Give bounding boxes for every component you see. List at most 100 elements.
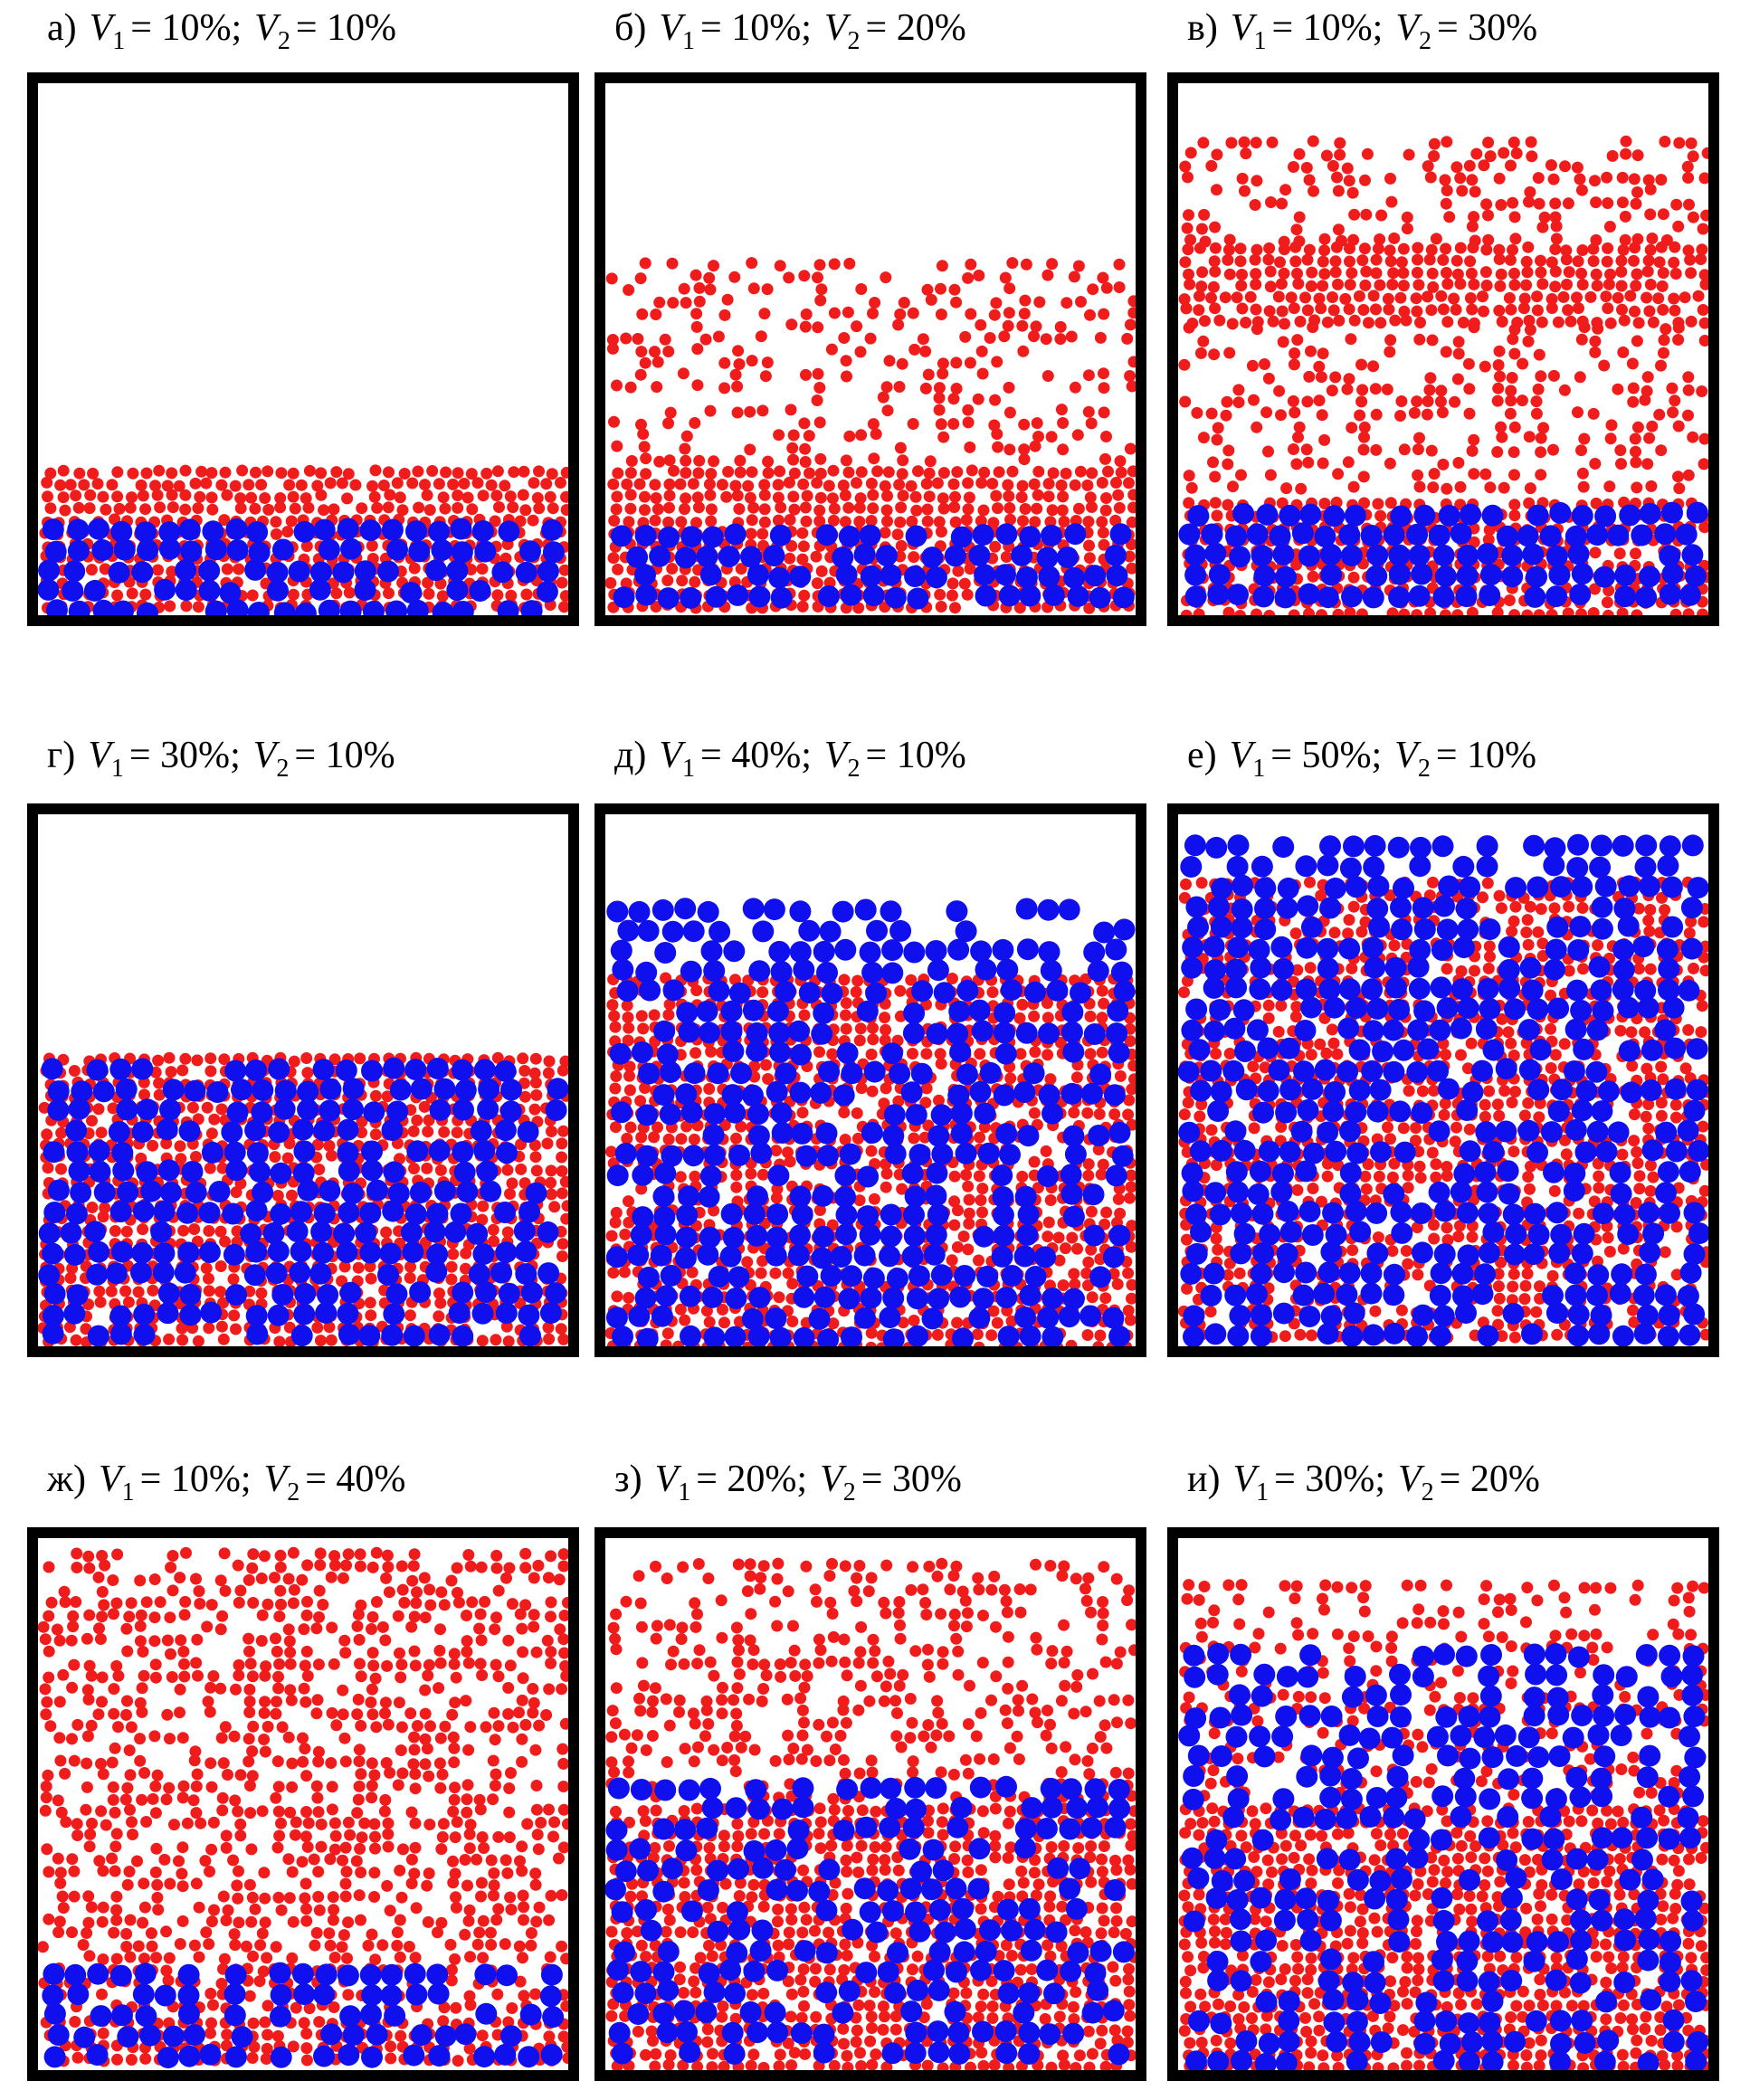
large-particle [494,1202,516,1223]
small-particle [1246,359,1259,372]
small-particle [301,1067,314,1079]
small-particle [1395,395,1408,407]
large-particle [926,1162,948,1184]
small-particle [908,343,921,356]
small-particle [440,466,452,479]
large-particle [766,1080,788,1103]
small-particle [214,1286,227,1298]
small-particle [1266,136,1279,148]
small-particle [1211,433,1223,446]
large-particle [63,560,86,583]
small-particle [1181,222,1194,234]
small-particle [772,479,785,491]
small-particle [1227,480,1239,493]
large-particle [1013,1081,1036,1104]
large-particle [42,518,64,541]
large-particle [1569,584,1592,605]
small-particle [120,1225,133,1238]
small-particle [811,477,823,489]
small-particle [1193,608,1205,615]
small-particle [465,564,477,575]
small-particle [1219,291,1232,304]
large-particle [722,1226,745,1249]
small-particle [236,464,249,477]
small-particle [625,455,638,467]
small-particle [70,1334,82,1346]
large-particle [1019,584,1041,607]
small-particle [1602,242,1614,254]
large-particle [841,1265,862,1288]
large-particle [84,1221,106,1243]
small-particle [154,501,166,514]
small-particle [273,1335,286,1346]
small-particle [556,1238,568,1250]
small-particle [962,1180,975,1193]
large-particle [955,920,977,943]
small-particle [1003,381,1015,394]
small-particle [937,357,949,370]
large-particle [835,564,858,586]
large-particle [1067,584,1089,607]
large-particle [617,919,640,942]
small-particle [1547,443,1559,456]
large-particle [741,1307,764,1330]
small-particle [1054,320,1067,333]
large-particle [832,900,854,923]
small-particle [262,503,275,516]
small-particle [1578,432,1591,445]
small-particle [255,1287,268,1299]
large-particle [338,1323,360,1345]
small-particle [1526,150,1538,163]
small-particle [1209,265,1222,278]
small-particle [734,454,747,467]
large-particle [402,1240,424,1263]
small-particle [1443,211,1456,223]
large-particle [291,1118,314,1141]
small-particle [1669,394,1681,407]
small-particle [1546,293,1558,305]
small-particle [1641,291,1653,304]
small-particle [878,1098,890,1110]
symbol: V [659,735,686,776]
small-particle [1123,477,1135,489]
small-particle [651,356,664,368]
large-particle [157,1282,180,1305]
small-particle [91,478,104,490]
small-particle [1441,185,1453,196]
small-particle [1398,305,1411,318]
large-particle [1019,1325,1041,1346]
small-particle [1533,197,1546,210]
small-particle [919,382,932,394]
large-particle [499,1100,522,1123]
small-particle [166,467,178,480]
large-particle [946,900,968,923]
small-particle [1478,159,1490,172]
small-particle [1285,291,1298,304]
large-particle [968,544,991,566]
small-particle [1060,1242,1071,1255]
small-particle [1421,408,1433,421]
large-particle [819,920,842,943]
small-particle [175,1153,187,1165]
small-particle [1197,137,1210,149]
small-particle [1413,432,1425,444]
small-particle [865,1145,878,1157]
small-particle [311,480,324,492]
large-particle [271,538,294,561]
small-particle [188,1223,201,1235]
large-particle [1251,545,1273,567]
small-particle [1643,432,1656,444]
large-particle [880,564,902,586]
large-particle [1279,504,1301,527]
small-particle [1081,479,1094,491]
small-particle [1631,335,1643,347]
small-particle [810,550,823,563]
small-particle [865,515,878,527]
small-particle [957,1231,970,1242]
small-particle [1308,185,1319,197]
large-particle [813,940,835,963]
small-particle [1508,323,1521,336]
small-particle [366,539,378,552]
small-particle [230,1186,243,1199]
small-particle [1057,417,1070,429]
